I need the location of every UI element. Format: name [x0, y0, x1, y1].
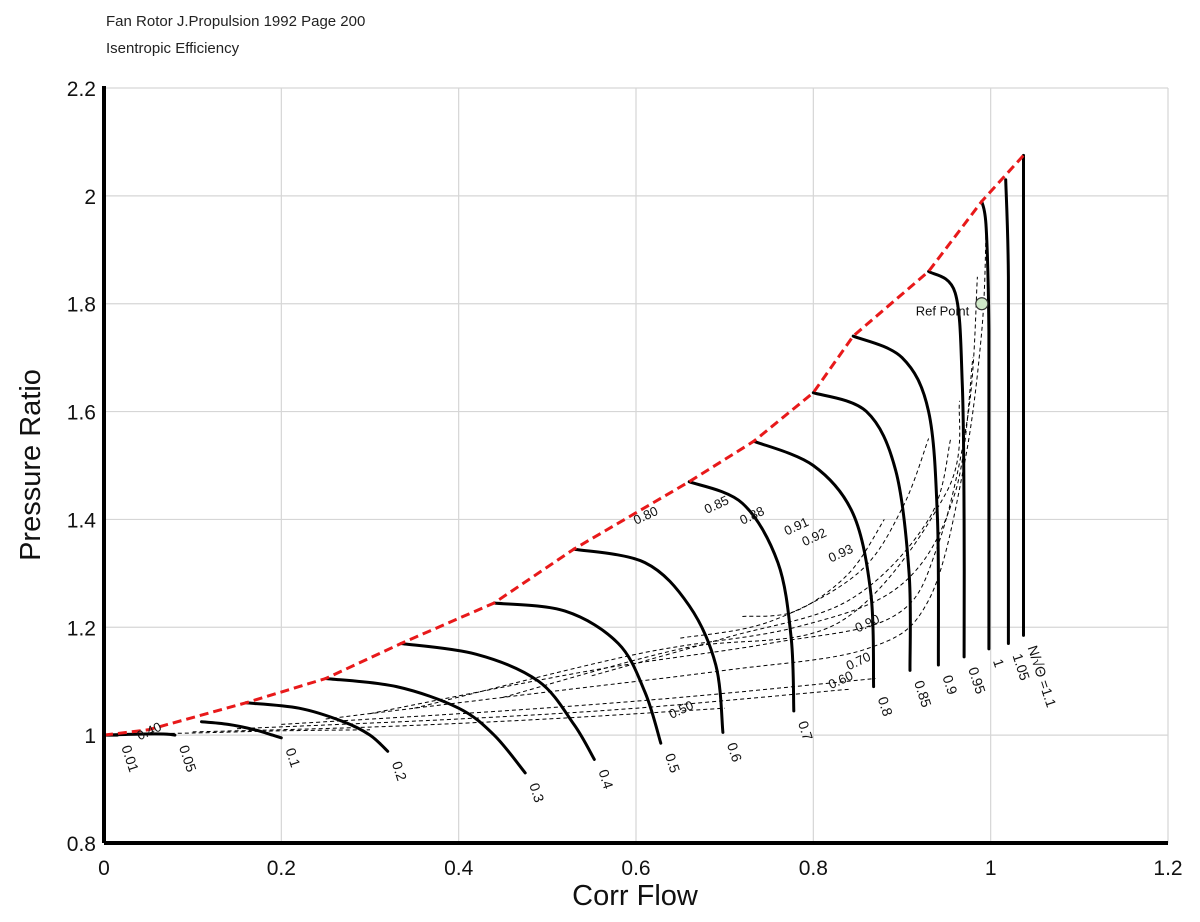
speed-label-0.4: 0.4: [595, 767, 616, 791]
chart-title: Fan Rotor J.Propulsion 1992 Page 200: [106, 13, 366, 30]
surge-line: [103, 154, 1025, 737]
speed-line-1: [980, 199, 991, 651]
efficiency-label: 0.88: [737, 503, 766, 527]
ref-point-marker: [975, 297, 989, 311]
y-tick-label: 2.2: [67, 78, 96, 101]
speed-label-0.01: 0.01: [118, 743, 142, 774]
y-tick-label: 1.8: [67, 294, 96, 317]
x-tick-label: 0.2: [267, 857, 296, 880]
efficiency-contour-0.92: [680, 438, 930, 639]
efficiency-contour-0.80: [325, 222, 987, 720]
speed-label-0.3: 0.3: [526, 781, 547, 805]
speed-line-0.8: [752, 439, 876, 689]
speed-line-1.05: [1004, 178, 1011, 645]
y-tick-label: 2: [84, 186, 96, 209]
efficiency-contour-0.91: [591, 438, 952, 677]
y-axis-label: Pressure Ratio: [15, 369, 47, 561]
efficiency-contour-0.93: [742, 519, 885, 617]
speed-line-0.5: [492, 601, 663, 745]
speed-label-0.85: 0.85: [911, 678, 935, 709]
speed-line-0.85: [811, 391, 912, 672]
speed-line-0.95: [927, 269, 966, 659]
x-tick-label: 0.4: [444, 857, 474, 880]
speed-line-0.6: [572, 547, 725, 734]
y-tick-label: 1.4: [67, 509, 97, 532]
y-tick-label: 1.2: [67, 617, 96, 640]
x-tick-label: 0: [98, 857, 110, 880]
speed-label-0.2: 0.2: [389, 759, 410, 783]
x-axis-label: Corr Flow: [572, 880, 699, 912]
y-tick-label: 1: [84, 725, 96, 748]
tick-labels: 0 0.2 0.4 0.6 0.8 1 1.2 0.8 1 1.2 1.4 1.6 1.8 2 2.2: [67, 78, 1183, 880]
speed-label-0.8: 0.8: [875, 695, 896, 719]
speed-label-0.6: 0.6: [724, 740, 745, 764]
speed-lines: 0.01 0.05 0.10.20.30.40.5 0.60.70.8 0.85 0.9 0…: [102, 153, 1060, 805]
speed-label-0.7: 0.7: [795, 719, 816, 743]
efficiency-contour-0.70: [281, 678, 876, 725]
efficiency-contour-0.85: [369, 276, 978, 715]
y-tick-label: 0.8: [67, 833, 96, 856]
chart-subtitle: Isentropic Efficiency: [106, 40, 240, 57]
efficiency-label: 0.93: [826, 541, 855, 565]
efficiency-contour-0.88: [414, 357, 974, 709]
axes: [102, 86, 1168, 845]
speed-label-0.1: 0.1: [282, 746, 303, 770]
speed-label-1: 1: [990, 657, 1008, 670]
speed-line-0.9: [851, 334, 940, 667]
efficiency-contour-0.50: [192, 707, 725, 733]
efficiency-contour-0.40: [121, 729, 371, 735]
x-tick-label: 0.8: [799, 857, 828, 880]
speed-line-0.3: [324, 677, 527, 775]
speed-line-0.7: [687, 480, 796, 713]
efficiency-label: 0.85: [702, 492, 731, 516]
speed-line-0.2: [244, 701, 390, 753]
efficiency-label: 0.90: [853, 611, 882, 635]
x-tick-label: 1: [985, 857, 997, 880]
y-tick-label: 1.6: [67, 402, 96, 425]
efficiency-label: 0.40: [134, 719, 163, 743]
surge-line-path: [103, 154, 1025, 737]
speed-line-0.1: [200, 720, 283, 740]
efficiency-contour-0.60: [236, 688, 849, 730]
efficiency-contours: [121, 222, 987, 735]
speed-label-0.95: 0.95: [965, 665, 989, 696]
efficiency-label: 0.80: [631, 503, 660, 527]
efficiency-contour-0.90: [502, 400, 961, 698]
x-tick-label: 1.2: [1153, 857, 1182, 880]
efficiency-label: 0.50: [666, 697, 695, 721]
x-tick-label: 0.6: [621, 857, 650, 880]
speed-label-0.5: 0.5: [662, 751, 683, 775]
speed-line-0.4: [399, 642, 596, 761]
speed-label-0.05: 0.05: [176, 743, 200, 774]
speed-label-0.9: 0.9: [940, 673, 961, 697]
ref-point-label: Ref Point: [916, 304, 970, 319]
